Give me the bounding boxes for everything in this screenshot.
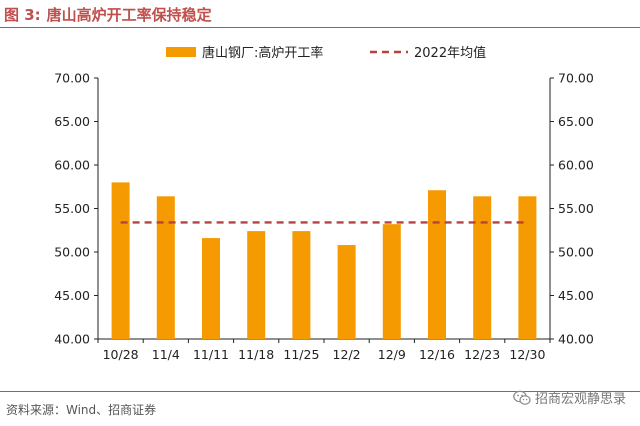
legend-bar-swatch — [166, 47, 196, 57]
y2-tick-label: 40.00 — [558, 332, 594, 347]
y2-tick-label: 55.00 — [558, 201, 594, 216]
bar — [111, 182, 130, 339]
y-tick-label: 40.00 — [54, 332, 90, 347]
y-tick-label: 65.00 — [54, 114, 90, 129]
x-tick-label: 12/16 — [419, 347, 455, 362]
bars — [111, 182, 537, 339]
legend-bar-label: 唐山钢厂:高炉开工率 — [202, 45, 323, 61]
y-tick-labels: 40.00 45.00 50.00 55.00 60.00 65.00 70.00 40.00… — [54, 71, 594, 347]
y-tick-label: 70.00 — [54, 71, 90, 86]
y-tick-label: 55.00 — [54, 201, 90, 216]
watermark: 招商宏观静思录 — [513, 388, 626, 407]
figure-label: 图 3: — [4, 6, 41, 24]
bar — [518, 196, 537, 339]
x-tick-label: 11/11 — [193, 347, 229, 362]
figure-title: 图 3: 唐山高炉开工率保持稳定 — [4, 4, 212, 25]
wechat-icon — [513, 390, 531, 405]
legend: 唐山钢厂:高炉开工率 2022年均值 — [166, 45, 486, 61]
bar — [382, 224, 401, 339]
x-tick-label: 12/2 — [333, 347, 361, 362]
bar — [428, 190, 446, 339]
y2-tick-label: 65.00 — [558, 114, 594, 129]
y-tick-label: 45.00 — [54, 288, 90, 303]
title-rule — [0, 27, 640, 28]
legend-line-label: 2022年均值 — [414, 45, 486, 61]
y2-tick-label: 45.00 — [558, 288, 594, 303]
y2-tick-label: 50.00 — [558, 245, 594, 260]
y-tick-label: 50.00 — [54, 245, 90, 260]
bar — [202, 238, 220, 339]
bar — [156, 196, 175, 339]
x-tick-label: 11/4 — [152, 347, 180, 362]
bottom-rule — [0, 391, 640, 392]
y2-tick-label: 60.00 — [558, 158, 594, 173]
x-tick-label: 12/23 — [464, 347, 500, 362]
x-tick-label: 12/30 — [509, 347, 545, 362]
y-tick-label: 60.00 — [54, 158, 90, 173]
x-tick-label: 12/9 — [378, 347, 406, 362]
watermark-text: 招商宏观静思录 — [534, 392, 626, 407]
figure-title-text: 唐山高炉开工率保持稳定 — [46, 6, 212, 24]
x-tick-label: 11/25 — [283, 347, 319, 362]
bar — [337, 245, 356, 339]
x-tick-label: 10/28 — [103, 347, 139, 362]
source-note: 资料来源：Wind、招商证券 — [6, 403, 157, 417]
bar — [247, 231, 266, 339]
x-tick-label: 11/18 — [238, 347, 274, 362]
x-tick-labels: 10/28 11/4 11/11 11/18 11/25 12/2 12/9 12/16 12/… — [103, 347, 546, 362]
bar — [292, 231, 311, 339]
y2-tick-label: 70.00 — [558, 71, 594, 86]
bar — [473, 196, 492, 339]
